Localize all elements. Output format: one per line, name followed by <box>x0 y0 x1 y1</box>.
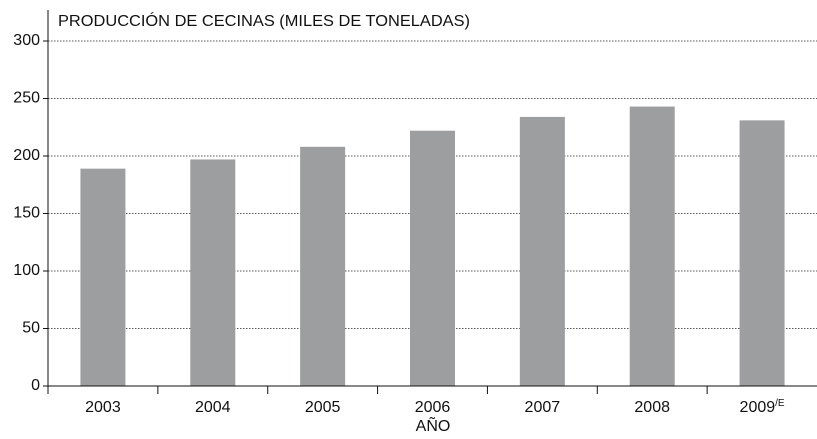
x-axis-label: AÑO <box>416 415 451 435</box>
y-tick-label: 300 <box>13 32 40 49</box>
y-tick-label: 150 <box>13 205 40 222</box>
x-tick-label: 2005 <box>305 399 341 416</box>
bar <box>80 168 126 386</box>
x-tick-label: 2008 <box>634 399 670 416</box>
y-tick-label: 250 <box>13 90 40 107</box>
y-tick-label: 200 <box>13 147 40 164</box>
bar <box>410 130 455 386</box>
chart-title: PRODUCCIÓN DE CECINAS (MILES DE TONELADA… <box>58 11 470 30</box>
y-tick-label: 50 <box>22 320 40 337</box>
x-tick-label: 2009/E <box>740 398 785 417</box>
y-tick-label: 100 <box>13 262 40 279</box>
x-tick-label: 2006 <box>415 399 451 416</box>
bar <box>629 106 675 387</box>
bar <box>300 146 346 386</box>
y-tick-label: 0 <box>31 377 40 394</box>
x-tick-label: 2007 <box>525 399 561 416</box>
x-tick-label: 2003 <box>85 399 121 416</box>
x-tick-label: 2004 <box>195 399 231 416</box>
bar <box>519 116 565 387</box>
bar <box>739 120 785 386</box>
bar <box>190 159 236 386</box>
